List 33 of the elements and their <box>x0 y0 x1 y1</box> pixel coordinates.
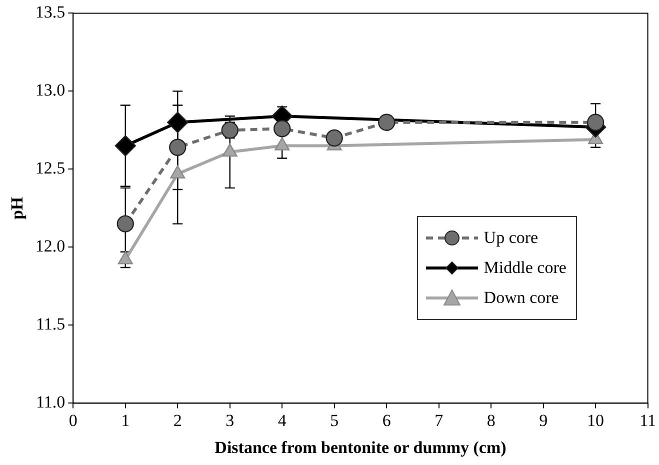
x-tick-label: 5 <box>330 410 339 430</box>
y-axis-title: pH <box>8 196 27 220</box>
x-tick-label: 6 <box>382 410 391 430</box>
x-tick-label: 10 <box>587 410 604 430</box>
point <box>326 129 343 147</box>
point <box>221 122 238 139</box>
point <box>274 120 291 138</box>
x-tick-label: 2 <box>173 410 182 430</box>
x-tick-label: 4 <box>278 410 287 430</box>
point <box>378 114 396 131</box>
point <box>116 215 134 232</box>
point <box>114 135 136 156</box>
x-tick-label: 8 <box>486 410 496 430</box>
x-tick-label: 9 <box>539 410 548 430</box>
x-tick-label: 11 <box>640 410 656 430</box>
legend-label: Middle core <box>484 258 566 278</box>
x-tick-label: 1 <box>121 410 130 430</box>
point <box>167 112 188 133</box>
y-tick-label: 13.5 <box>35 2 66 22</box>
x-tick-label: 0 <box>68 410 78 430</box>
point <box>169 138 186 156</box>
y-tick-label: 12.0 <box>35 236 66 256</box>
y-tick-label: 11.0 <box>36 392 66 412</box>
x-tick-label: 7 <box>434 410 444 430</box>
legend-label: Down core <box>484 288 559 308</box>
x-tick-label: 3 <box>226 410 234 430</box>
legend-label: Up core <box>484 228 538 248</box>
point <box>118 251 133 264</box>
point <box>586 114 604 131</box>
x-axis-title: Distance from bentonite or dummy (cm) <box>214 438 506 458</box>
y-tick-label: 13.0 <box>35 80 66 100</box>
y-tick-label: 12.5 <box>35 158 66 178</box>
y-tick-label: 11.5 <box>36 314 66 334</box>
